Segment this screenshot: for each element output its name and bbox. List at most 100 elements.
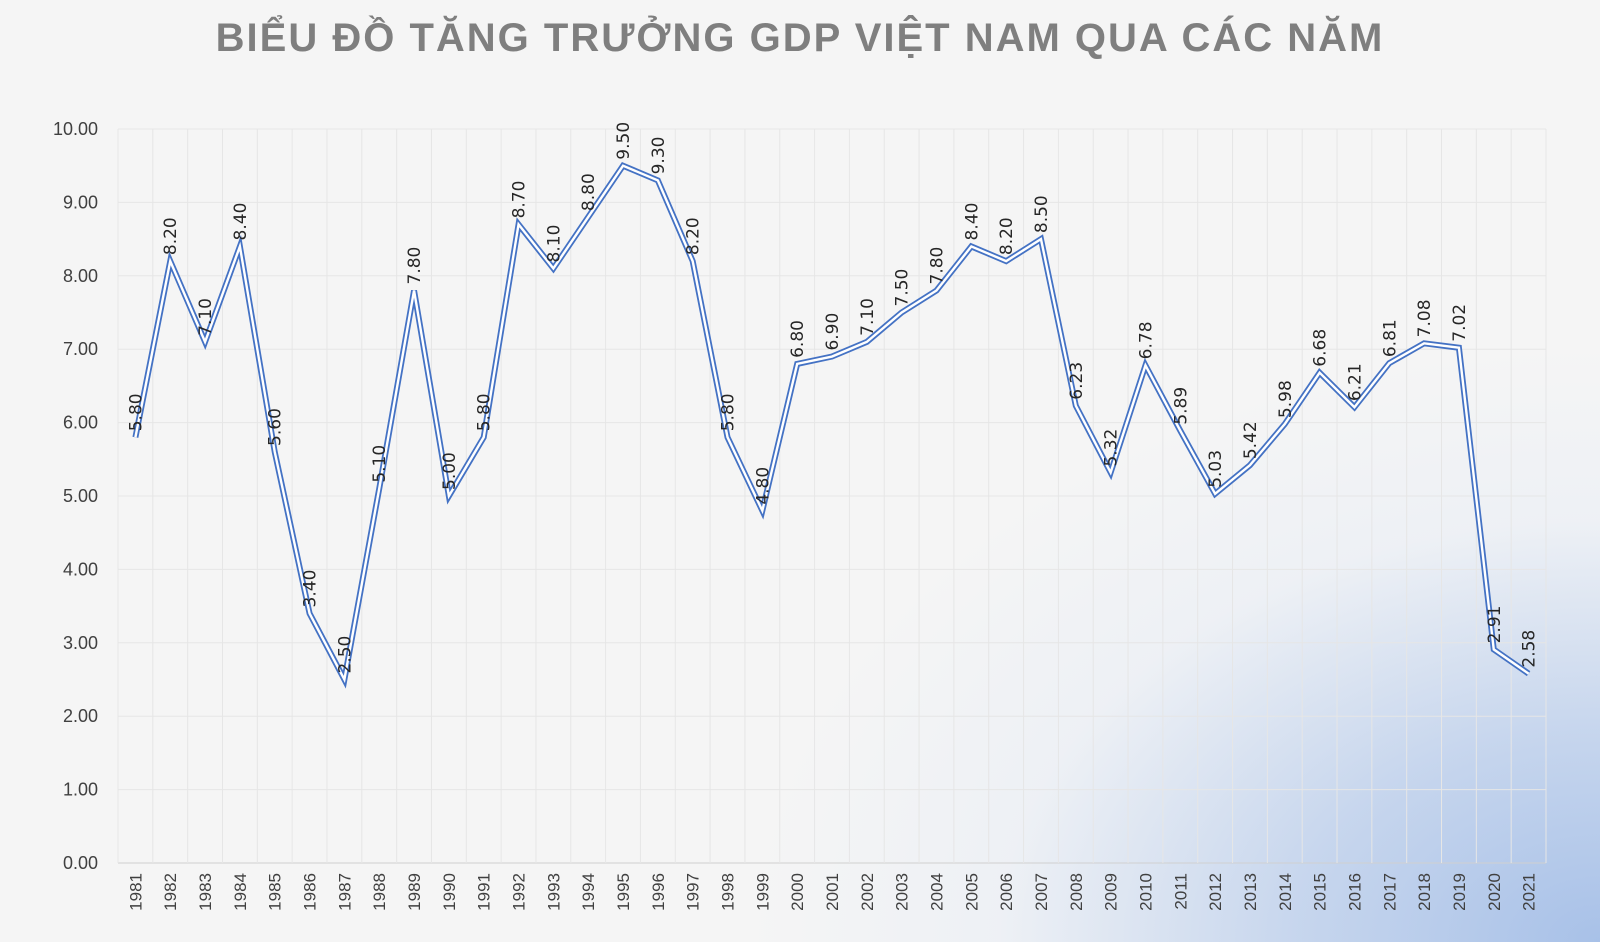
- data-label: 8.20: [997, 217, 1017, 255]
- y-tick-label: 6.00: [63, 413, 98, 433]
- data-label: 9.50: [614, 122, 634, 160]
- data-label: 7.02: [1450, 304, 1470, 342]
- x-tick-label: 2017: [1380, 873, 1399, 911]
- data-label: 6.23: [1067, 362, 1087, 400]
- data-label: 7.10: [196, 298, 216, 336]
- x-tick-label: 2021: [1520, 873, 1539, 911]
- x-axis-ticks: 1981 1982 1983 1984 1985 1986 1987 1988 1989 1990…: [126, 873, 1538, 911]
- x-tick-label: 2013: [1241, 873, 1260, 911]
- x-tick-label: 1983: [196, 873, 215, 911]
- data-label: 5.80: [475, 393, 495, 431]
- data-label: 8.20: [161, 217, 181, 255]
- x-tick-label: 2000: [788, 873, 807, 911]
- y-tick-label: 8.00: [63, 266, 98, 286]
- x-tick-label: 1993: [544, 873, 563, 911]
- x-tick-label: 1987: [335, 873, 354, 911]
- data-label: 2.50: [335, 636, 355, 674]
- x-tick-label: 1982: [161, 873, 180, 911]
- data-label: 8.40: [231, 203, 251, 241]
- x-tick-label: 2018: [1415, 873, 1434, 911]
- data-label: 3.40: [301, 570, 321, 608]
- x-tick-label: 2009: [1102, 873, 1121, 911]
- y-tick-label: 9.00: [63, 192, 98, 212]
- data-label: 6.68: [1311, 329, 1331, 367]
- data-labels: 5.80 8.20 7.10 8.40 5.60 3.40 2.50 5.10 7.80 5.00…: [126, 122, 1539, 674]
- x-tick-label: 1998: [719, 873, 738, 911]
- data-label: 8.80: [579, 173, 599, 211]
- data-label: 4.80: [753, 467, 773, 505]
- x-tick-label: 2008: [1067, 873, 1086, 911]
- y-tick-label: 5.00: [63, 486, 98, 506]
- data-label: 8.40: [962, 203, 982, 241]
- x-tick-label: 1995: [614, 873, 633, 911]
- y-axis-ticks: 0.00 1.00 2.00 3.00 4.00 5.00 6.00 7.00 8.00 9.00…: [53, 119, 98, 873]
- data-label: 2.58: [1520, 630, 1540, 668]
- data-label: 5.98: [1276, 380, 1296, 418]
- x-tick-label: 1999: [753, 873, 772, 911]
- x-tick-label: 1981: [126, 873, 145, 911]
- y-tick-label: 7.00: [63, 339, 98, 359]
- x-tick-label: 2005: [962, 873, 981, 911]
- x-tick-label: 1991: [475, 873, 494, 911]
- x-tick-label: 2002: [858, 873, 877, 911]
- data-label: 5.89: [1171, 387, 1191, 425]
- x-tick-label: 2003: [893, 873, 912, 911]
- data-label: 5.80: [126, 393, 146, 431]
- x-tick-label: 2006: [997, 873, 1016, 911]
- data-label: 5.60: [266, 408, 286, 446]
- x-tick-label: 2012: [1206, 873, 1225, 911]
- gridlines: [117, 128, 1547, 864]
- x-tick-label: 1996: [649, 873, 668, 911]
- series-line-inner: [134, 164, 1530, 684]
- x-tick-label: 2007: [1032, 873, 1051, 911]
- data-label: 5.10: [370, 445, 390, 483]
- x-tick-label: 2020: [1485, 873, 1504, 911]
- data-label: 6.78: [1136, 321, 1156, 359]
- y-tick-label: 3.00: [63, 633, 98, 653]
- x-tick-label: 2019: [1450, 873, 1469, 911]
- y-tick-label: 1.00: [63, 780, 98, 800]
- data-label: 5.80: [719, 393, 739, 431]
- data-label: 2.91: [1485, 606, 1505, 644]
- x-tick-label: 1985: [266, 873, 285, 911]
- data-label: 8.50: [1032, 195, 1052, 233]
- x-tick-label: 2011: [1171, 873, 1190, 910]
- y-tick-label: 0.00: [63, 853, 98, 873]
- data-label: 8.10: [544, 225, 564, 263]
- x-tick-label: 1997: [684, 873, 703, 911]
- data-label: 6.80: [788, 320, 808, 358]
- data-label: 9.30: [649, 137, 669, 175]
- y-tick-label: 10.00: [53, 119, 98, 139]
- x-tick-label: 2001: [823, 873, 842, 911]
- x-tick-label: 1986: [301, 873, 320, 911]
- data-label: 7.80: [405, 247, 425, 285]
- data-label: 8.70: [510, 181, 530, 219]
- data-label: 6.90: [823, 313, 843, 351]
- data-label: 7.10: [858, 298, 878, 336]
- x-tick-label: 2015: [1311, 873, 1330, 911]
- chart-title: BIỂU ĐỒ TĂNG TRƯỞNG GDP VIỆT NAM QUA CÁC…: [215, 16, 1385, 60]
- data-label: 6.21: [1345, 363, 1365, 401]
- x-tick-label: 1989: [405, 873, 424, 911]
- x-tick-label: 1992: [510, 873, 529, 911]
- data-label: 5.00: [440, 452, 460, 490]
- data-label: 7.50: [893, 269, 913, 307]
- x-tick-label: 2014: [1276, 873, 1295, 911]
- x-tick-label: 2004: [927, 873, 946, 911]
- x-tick-label: 1990: [440, 873, 459, 911]
- data-label: 7.08: [1415, 299, 1435, 337]
- x-tick-label: 1994: [579, 873, 598, 911]
- data-label: 5.42: [1241, 421, 1261, 459]
- gdp-series: [132, 161, 1531, 689]
- data-label: 5.03: [1206, 450, 1226, 488]
- x-tick-label: 1984: [231, 873, 250, 911]
- y-tick-label: 4.00: [63, 559, 98, 579]
- y-tick-label: 2.00: [63, 706, 98, 726]
- data-label: 5.32: [1102, 429, 1122, 467]
- data-label: 8.20: [684, 217, 704, 255]
- x-tick-label: 2010: [1136, 873, 1155, 911]
- x-tick-label: 2016: [1345, 873, 1364, 911]
- data-label: 7.80: [927, 247, 947, 285]
